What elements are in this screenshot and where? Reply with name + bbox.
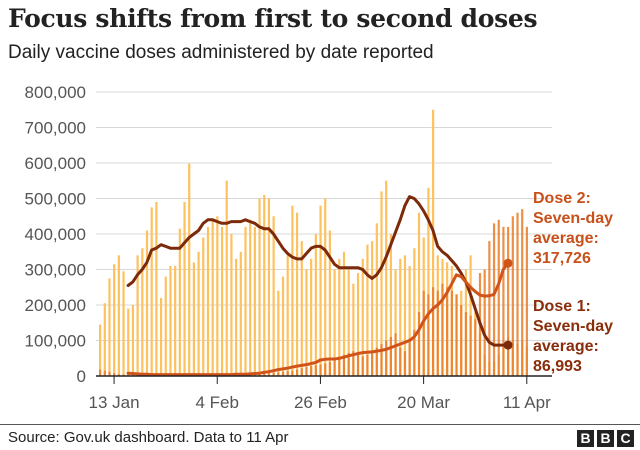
x-axis-ticks: 13 Jan 4 Feb 26 Feb 20 Mar 11 Apr [89, 376, 551, 412]
footer-divider [0, 424, 640, 425]
svg-text:600,000: 600,000 [25, 154, 86, 173]
dose1-end-marker [503, 340, 513, 350]
chart-subtitle: Daily vaccine doses administered by date… [8, 42, 434, 63]
bbc-logo: B B C [577, 430, 634, 447]
source-note: Source: Gov.uk dashboard. Data to 11 Apr [8, 429, 289, 446]
svg-text:86,993: 86,993 [533, 358, 582, 375]
svg-text:100,000: 100,000 [25, 332, 86, 351]
svg-text:317,726: 317,726 [533, 250, 591, 267]
svg-text:500,000: 500,000 [25, 190, 86, 209]
svg-text:11 Apr: 11 Apr [503, 393, 551, 412]
svg-text:Seven-day: Seven-day [533, 318, 613, 335]
svg-text:26 Feb: 26 Feb [294, 393, 347, 412]
svg-text:200,000: 200,000 [25, 296, 86, 315]
svg-text:300,000: 300,000 [25, 261, 86, 280]
bbc-logo-c: C [617, 430, 634, 447]
svg-text:0: 0 [77, 367, 86, 386]
dose1-average-line [126, 195, 510, 347]
dose1-annotation: Dose 1: Seven-day average: 86,993 [533, 298, 613, 375]
dose2-end-marker [503, 258, 513, 268]
chart-title: Focus shifts from first to second doses [8, 4, 538, 33]
svg-text:average:: average: [533, 338, 599, 355]
dose1-bars [99, 109, 528, 376]
bbc-logo-b2: B [597, 430, 614, 447]
svg-text:800,000: 800,000 [25, 83, 86, 102]
svg-text:20 Mar: 20 Mar [397, 393, 450, 412]
dose2-average-line [126, 261, 510, 377]
svg-text:average:: average: [533, 230, 599, 247]
svg-text:Dose 2:: Dose 2: [533, 190, 591, 207]
chart-plot: 0 100,000 200,000 300,000 400,000 500,000 600,… [25, 83, 614, 412]
svg-text:700,000: 700,000 [25, 119, 86, 138]
svg-text:Seven-day: Seven-day [533, 210, 613, 227]
dose2-annotation: Dose 2: Seven-day average: 317,726 [533, 190, 613, 267]
svg-text:4 Feb: 4 Feb [196, 393, 239, 412]
svg-text:Dose 1:: Dose 1: [533, 298, 591, 315]
dose2-bars [99, 209, 528, 376]
svg-text:13 Jan: 13 Jan [89, 393, 140, 412]
y-axis-labels: 0 100,000 200,000 300,000 400,000 500,000 600,… [25, 83, 86, 386]
svg-text:400,000: 400,000 [25, 225, 86, 244]
bbc-logo-b1: B [577, 430, 594, 447]
